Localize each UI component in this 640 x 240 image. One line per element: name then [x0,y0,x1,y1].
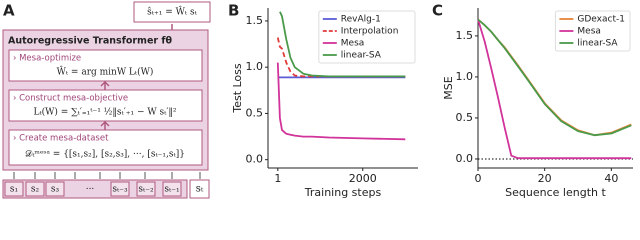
output-box [133,1,211,23]
token-box [4,181,24,197]
step-formula: 𝒟ₜᵐᵉˢᵃ = {[s₁,s₂], [s₂,s₃], ···, [sₜ₋₁,s… [25,150,185,160]
step-formula: Lₜ(W) = ∑ₜ′₌₁ᵗ⁻¹ ½‖sₜ′₊₁ − W sₜ′‖² [33,107,176,118]
y-tick-label: 0.5 [456,111,474,124]
legend-label: Mesa [577,27,601,37]
token: sₜ₋₃ [112,185,128,195]
y-tick-label: 1.5 [246,14,264,27]
arrow [100,80,110,90]
legend-box [554,10,631,52]
legend-label: Mesa [341,39,365,49]
x-axis-label: Sequence length t [505,186,606,199]
panel-label: C [432,2,443,20]
step-box [8,129,203,166]
token-box [136,181,156,197]
y-axis-label: Test Loss [231,63,244,114]
y-tick-label: 1.0 [246,60,264,73]
panel-label: B [228,2,239,20]
token: ··· [86,185,95,195]
step-formula: Ŵₜ = arg minW Lₜ(W) [57,66,154,78]
x-tick-label: 2000 [349,172,377,185]
y-axis-label: MSE [442,76,455,99]
legend-label: GDexact-1 [577,15,625,25]
legend-label: RevAlg-1 [341,15,381,25]
x-axis-label: Training steps [304,186,382,199]
legend-label: linear-SA [341,51,382,61]
token: s₂ [31,185,40,195]
legend-label: Interpolation [341,27,399,37]
panel-label: A [3,2,15,20]
figure: A ŝₜ₊₁ = Ŵₜ sₜ Autoregressive Transforme… [2,1,633,199]
output-formula: ŝₜ₊₁ = Ŵₜ sₜ [147,6,197,18]
step-name: › Mesa-optimize [13,54,81,64]
series-line [477,18,632,137]
token: sₜ [196,184,204,195]
x-tick-label: 0 [475,172,482,185]
token-box [189,179,210,199]
step-box [8,49,203,82]
token: s₃ [51,185,60,195]
x-tick-label: 1 [274,172,281,185]
token-box [110,181,130,197]
token: sₜ₋₂ [138,185,154,195]
y-tick-label: 0.0 [456,152,474,165]
token-box [45,181,65,197]
series-line [279,11,406,78]
token-box [25,181,45,197]
transformer-title: Autoregressive Transformer fθ [8,36,173,47]
legend-label: linear-SA [577,39,618,49]
step-name: › Create mesa-dataset [13,134,109,144]
step-name: › Construct mesa-objective [13,94,128,104]
token: s₁ [10,185,18,195]
x-tick-label: 20 [538,172,552,185]
arrow [100,120,110,130]
y-tick-label: 1.5 [456,29,474,42]
series-line [276,62,406,141]
legend-box [318,10,416,64]
y-tick-label: 0.0 [246,153,264,166]
token-box [162,181,182,197]
token: sₜ₋₁ [164,185,179,195]
step-box [8,89,203,122]
series-line [477,19,632,160]
x-tick-label: 40 [604,172,618,185]
y-tick-label: 1.0 [456,70,474,83]
series-line [276,37,406,78]
input-arrows [13,172,201,179]
y-tick-label: 0.5 [246,106,264,119]
